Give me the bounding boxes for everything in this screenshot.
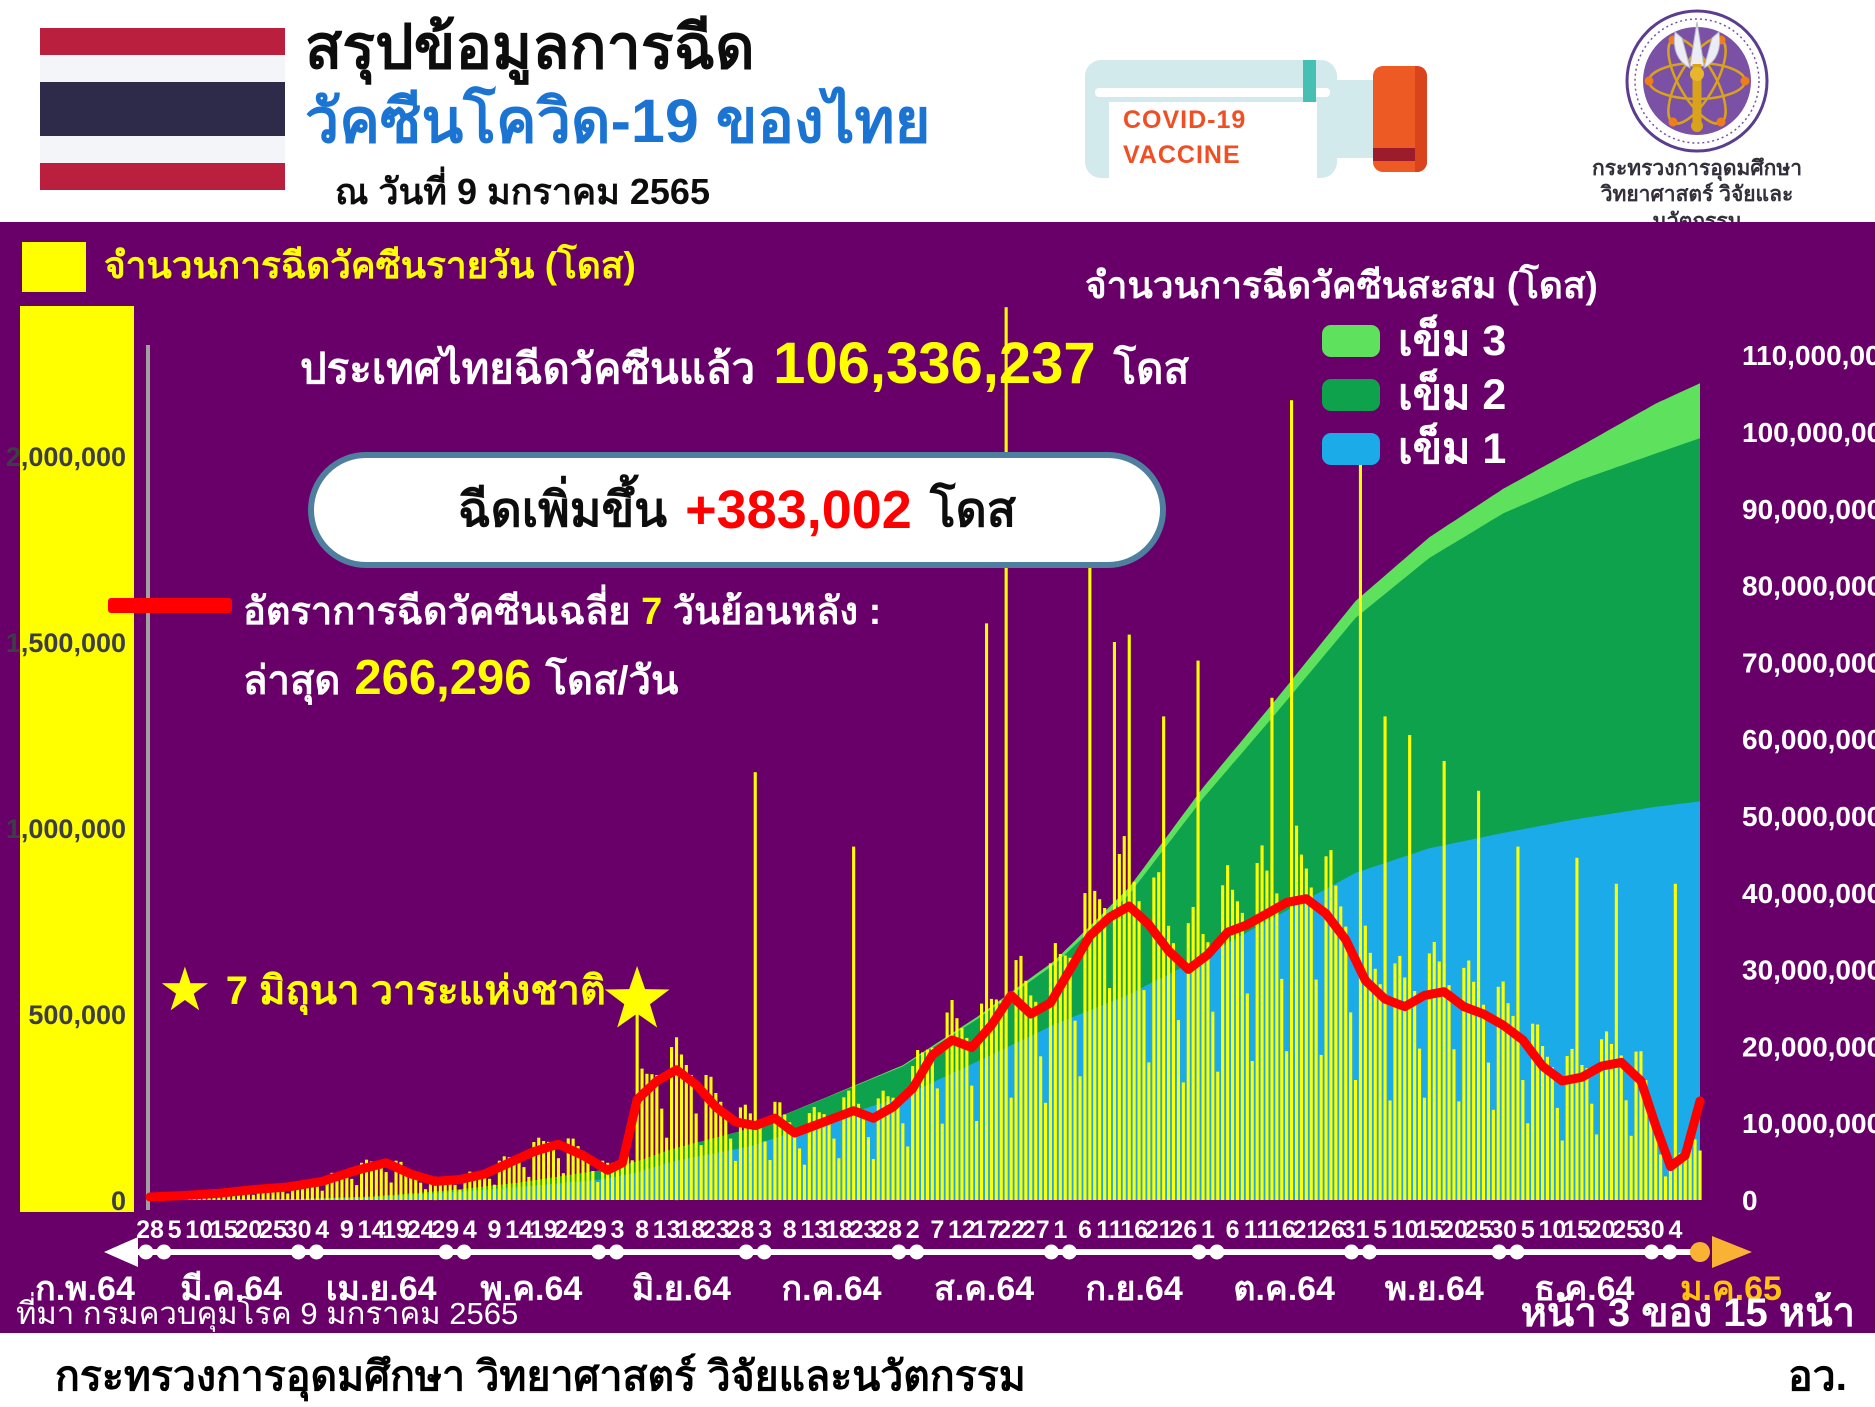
headline-total-value: 106,336,237 [773,331,1096,396]
source-note: ที่มา กรมควบคุมโรค 9 มกราคม 2565 [16,1296,519,1331]
flag-stripe-red-top [40,28,285,55]
dose2-label: เข็ม 2 [1398,370,1507,419]
dose-legend: เข็ม 3 เข็ม 2 เข็ม 1 [1322,314,1506,476]
ministry-seal-icon [1625,9,1769,153]
legend-row-dose3: เข็ม 3 [1322,314,1506,368]
flag-stripe-white-top [40,55,285,82]
daily-axis-swatch [22,242,86,292]
star-icon: ★ [158,956,212,1023]
avg-latest-prefix: ล่าสุด [243,659,341,703]
as-of-date: ณ วันที่ 9 มกราคม 2565 [335,170,710,212]
avg-latest-value: 266,296 [354,651,532,705]
flag-stripe-white-bottom [40,136,285,163]
vaccine-vial-graphic: COVID-19 VACCINE [1085,40,1435,182]
dose3-label: เข็ม 3 [1398,316,1507,365]
flag-stripe-red-bottom [40,163,285,190]
pill-prefix: ฉีดเพิ่มขึ้น [457,484,668,537]
vial-label: COVID-19 VACCINE [1109,102,1317,178]
footer-abbreviation: อว. [1787,1353,1847,1399]
dose2-swatch [1322,379,1380,411]
vial-neck [1335,80,1373,158]
avg-label-part1: อัตราการฉีดวัคซีนเฉลี่ย [243,591,631,633]
title-line2: วัคซีนโควิด-19 ของไทย [305,87,931,156]
dose3-swatch [1322,325,1380,357]
vial-cap-band [1373,148,1427,161]
footer-bar [0,1333,1875,1407]
legend-row-dose1: เข็ม 1 [1322,422,1506,476]
dose1-label: เข็ม 1 [1398,424,1507,473]
pill-increase-value: +383,002 [685,480,912,540]
page-indicator: หน้า 3 ของ 15 หน้า [1520,1291,1855,1335]
cumulative-axis-title: จำนวนการฉีดวัคซีนสะสม (โดส) [1085,265,1598,306]
avg-line-label-line2: ล่าสุด 266,296 โดส/วัน [243,648,678,712]
annotation-text: 7 มิถุนา วาระแห่งชาติ [225,969,606,1013]
vial-cap-edge [1415,66,1427,172]
thailand-flag [40,28,285,190]
total-doses-headline: ประเทศไทยฉีดวัคซีนแล้ว 106,336,237 โดส [300,330,1189,402]
vial-gloss [1095,88,1330,97]
avg-line-legend-dash [108,598,232,613]
headline-suffix: โดส [1113,345,1190,392]
daily-axis-title: จำนวนการฉีดวัคซีนรายวัน (โดส) [104,245,636,286]
legend-row-dose2: เข็ม 2 [1322,368,1506,422]
ministry-name-line1: กระทรวงการอุดมศึกษา [1592,157,1802,180]
avg-label-part2: วันย้อนหลัง : [672,591,882,633]
footer-ministry: กระทรวงการอุดมศึกษา วิทยาศาสตร์ วิจัยและ… [55,1353,1026,1399]
vial-label-line1: COVID-19 [1123,106,1247,134]
pill-suffix: โดส [929,484,1017,537]
ministry-logo-block: กระทรวงการอุดมศึกษา วิทยาศาสตร์ วิจัยและ… [1592,6,1802,257]
avg-label-days: 7 [641,591,663,633]
vial-label-line2: VACCINE [1123,140,1241,169]
avg-latest-suffix: โดส/วัน [545,659,679,703]
avg-line-label-line1: อัตราการฉีดวัคซีนเฉลี่ย 7 วันย้อนหลัง : [243,580,881,641]
dose1-swatch [1322,433,1380,465]
flag-stripe-navy [40,82,285,136]
national-agenda-annotation: ★ 7 มิถุนา วาระแห่งชาติ [158,958,606,1022]
page-title: สรุปข้อมูลการฉีด วัคซีนโควิด-19 ของไทย ณ… [305,10,1095,220]
headline-prefix: ประเทศไทยฉีดวัคซีนแล้ว [300,345,756,392]
title-line1: สรุปข้อมูลการฉีด [305,13,755,81]
daily-increase-pill: ฉีดเพิ่มขึ้น +383,002 โดส [308,452,1166,568]
